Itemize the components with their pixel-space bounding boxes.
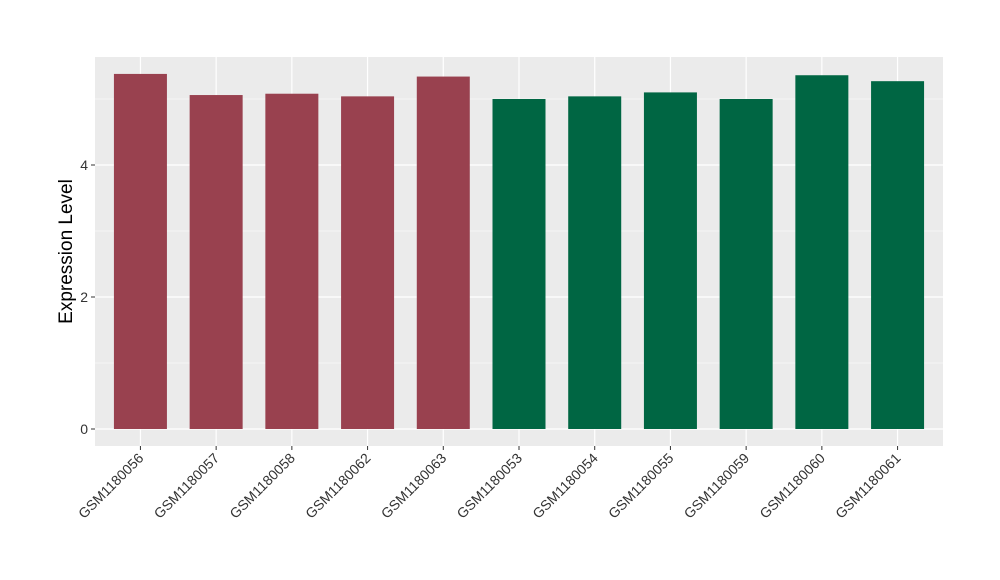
bar-GSM1180057 <box>189 95 243 429</box>
y-tick-label: 4 <box>80 157 88 173</box>
y-tick-label: 0 <box>80 421 88 437</box>
x-tick-label: GSM1180056 <box>75 450 147 522</box>
x-axis: GSM1180056 GSM1180057 GSM1180058 GSM1180062… <box>75 446 904 521</box>
bar-GSM1180056 <box>113 73 167 430</box>
bar-GSM1180060 <box>795 75 849 430</box>
x-tick-label: GSM1180053 <box>453 450 525 522</box>
bar-GSM1180059 <box>719 99 773 429</box>
bar-GSM1180058 <box>265 93 319 429</box>
x-tick-label: GSM1180055 <box>605 450 677 522</box>
bars <box>113 73 925 430</box>
bar-GSM1180062 <box>341 96 395 430</box>
bar-GSM1180063 <box>416 76 470 429</box>
x-tick-label: GSM1180061 <box>832 450 904 522</box>
bar-GSM1180061 <box>871 81 925 430</box>
x-tick-label: GSM1180059 <box>681 450 753 522</box>
bar-GSM1180053 <box>492 99 546 429</box>
x-tick-label: GSM1180060 <box>756 450 828 522</box>
x-tick-label: GSM1180058 <box>226 450 298 522</box>
x-tick-label: GSM1180063 <box>378 450 450 522</box>
y-axis: 0 2 4 <box>80 157 95 437</box>
x-tick-label: GSM1180054 <box>529 450 601 522</box>
x-tick-label: GSM1180057 <box>151 450 223 522</box>
x-tick-label: GSM1180062 <box>302 450 374 522</box>
bar-GSM1180054 <box>568 96 622 430</box>
y-tick-label: 2 <box>80 289 88 305</box>
y-axis-label: Expression Level <box>56 179 77 324</box>
bar-GSM1180055 <box>643 92 697 430</box>
